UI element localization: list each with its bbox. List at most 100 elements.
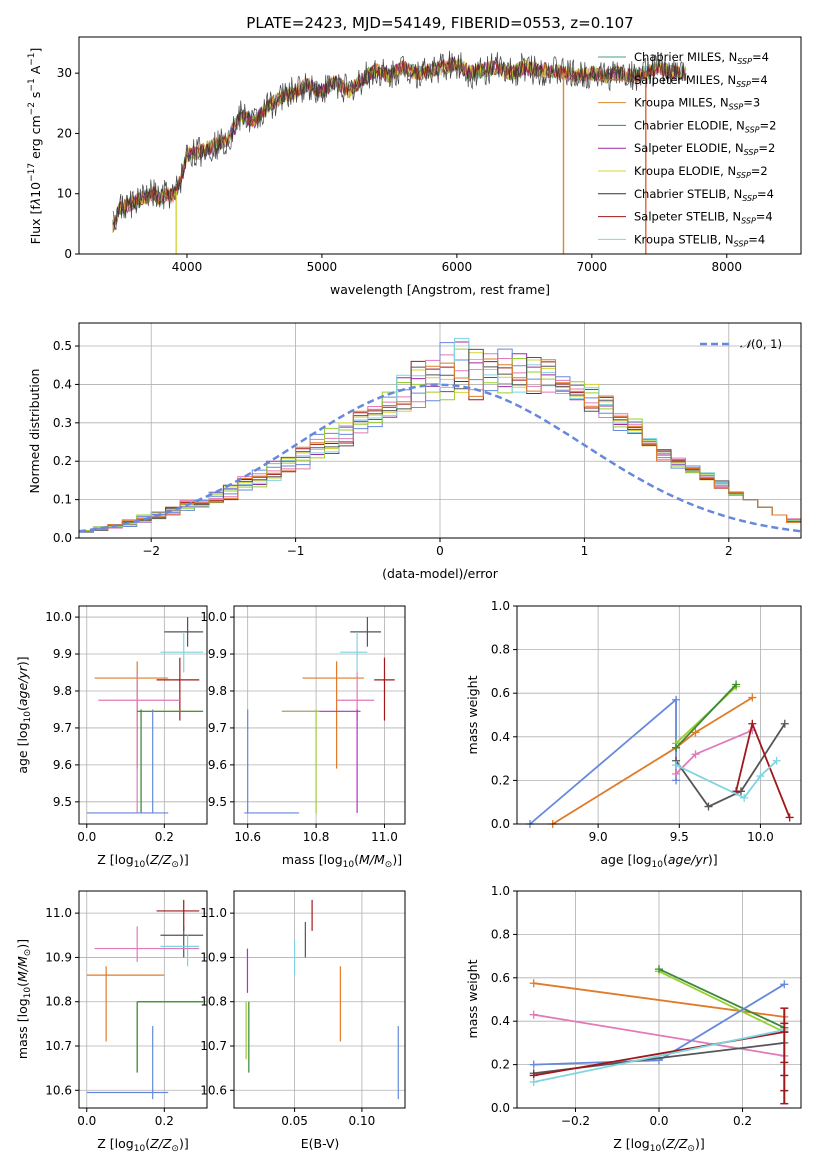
histogram-step-series [79,348,801,531]
residual-histogram-panel: −2 −1 0 1 2 0.0 0.1 0.2 0.3 0.4 0.5 𝒩(0, 1) (data-… [27,322,802,581]
mass-weight-series-line [675,723,786,808]
y-tick-label: 0.8 [491,643,510,657]
y-tick-label: 9.7 [53,721,72,735]
y-tick-label: 9.5 [53,795,72,809]
legend-label: Salpeter MILES, NSSP=4 [634,73,768,89]
y-tick-label: 0.0 [491,1101,510,1115]
spectrum-series-line [112,50,687,231]
y-tick-label: 0.4 [491,730,510,744]
x-tick-label: 10.8 [303,830,330,844]
age-vs-metallicity-frame [78,605,208,825]
y-tick-label: 10.9 [200,950,227,964]
y-tick-label: 0.1 [53,493,72,507]
plus-marker [732,680,741,689]
y-tick-label: 11.0 [200,906,227,920]
age-vs-mass-frame [233,605,406,825]
mass-vs-metallicity-panel: 0.0 0.2 10.6 10.7 10.8 10.9 11.0 Z [log10(Z/Z⊙… [15,890,208,1154]
y-tick-label: 9.8 [208,684,227,698]
y-tick-label: 9.9 [208,647,227,661]
mass-vs-metallicity-plot: 0.0 0.2 10.6 10.7 10.8 10.9 11.0 [45,891,207,1128]
y-tick-label: 10.7 [45,1039,72,1053]
plus-marker [529,1077,538,1086]
x-tick-label: −0.2 [561,1114,590,1128]
y-tick-label: 10.0 [200,610,227,624]
x-tick-label: 10.0 [747,830,774,844]
y-tick-label: 9.8 [53,684,72,698]
plus-marker [756,772,765,781]
y-tick-label: 10.9 [45,950,72,964]
age-vs-metallicity-plot: 0.0 0.2 9.5 9.6 9.7 9.8 9.9 10.0 [45,606,207,844]
age-vs-metallicity-xlabel: Z [log10(Z/Z⊙)] [97,852,188,870]
plus-marker [691,728,700,737]
y-tick-label: 11.0 [45,906,72,920]
plus-marker [672,769,681,778]
y-tick-label: 0.6 [491,686,510,700]
y-tick-label: 1.0 [491,884,510,898]
weight-vs-metallicity-xlabel: Z [log10(Z/Z⊙)] [613,1136,704,1154]
legend-label: Salpeter STELIB, NSSP=4 [634,210,773,226]
weight-vs-age-frame [516,605,802,825]
mass-weight-series-line [675,760,778,799]
plus-marker [672,761,681,770]
histogram-step-series [79,337,801,533]
y-tick-label: 0.0 [53,531,72,545]
x-tick-label: 9.0 [589,830,608,844]
y-tick-label: 9.9 [53,647,72,661]
y-tick-label: 0.2 [491,1058,510,1072]
age-vs-mass-plot: 10.6 10.8 11.0 9.5 9.6 9.7 9.8 9.9 10.0 [200,606,405,844]
x-tick-label: 0.10 [349,1114,376,1128]
histogram-plot: −2 −1 0 1 2 0.0 0.1 0.2 0.3 0.4 0.5 [53,323,802,558]
y-tick-label: 0 [64,247,72,261]
y-tick-label: 0.2 [491,773,510,787]
y-tick-label: 20 [57,126,72,140]
legend-label: Kroupa ELODIE, NSSP=2 [634,164,768,180]
histogram-xlabel: (data-model)/error [382,566,499,581]
x-tick-label: −1 [287,544,305,558]
legend-label: Kroupa STELIB, NSSP=4 [634,232,765,248]
plus-marker [529,1060,538,1069]
mass-weight-series-line [675,683,737,749]
legend-label: Salpeter ELODIE, NSSP=2 [634,141,775,157]
x-tick-label: 0.2 [155,830,174,844]
histogram-legend: 𝒩(0, 1) [700,337,782,351]
x-tick-label: 8000 [712,260,743,274]
histogram-step-series [79,348,801,533]
x-tick-label: 10.6 [234,830,261,844]
x-tick-label: 0.0 [77,1114,96,1128]
y-tick-label: 9.7 [208,721,227,735]
weight-vs-metallicity-ylabel: mass weight [465,959,480,1038]
plus-marker [691,750,700,759]
plus-marker [529,1010,538,1019]
weight-vs-metallicity-panel: −0.2 0.0 0.2 0.0 0.2 0.4 0.6 0.8 1.0 Z [log10(Z/… [465,884,802,1154]
age-vs-metallicity-ylabel: age [log10(age/yr)] [15,656,33,773]
plus-marker [529,979,538,988]
weight-vs-metallicity-plot: −0.2 0.0 0.2 0.0 0.2 0.4 0.6 0.8 1.0 [491,884,801,1128]
y-tick-label: 10.8 [45,995,72,1009]
mass-weight-series-line [658,968,785,1029]
x-tick-label: 4000 [172,260,203,274]
x-tick-label: 5000 [307,260,338,274]
x-tick-label: −2 [142,544,160,558]
y-tick-label: 0.3 [53,416,72,430]
x-tick-label: 0.05 [281,1114,308,1128]
y-tick-label: 10.8 [200,995,227,1009]
legend-label: Chabrier MILES, NSSP=4 [634,50,769,66]
plus-marker [704,802,713,811]
plus-marker [672,743,681,752]
y-tick-label: 9.6 [53,758,72,772]
age-vs-mass-panel: 10.6 10.8 11.0 9.5 9.6 9.7 9.8 9.9 10.0 mass [lo… [200,605,406,870]
y-tick-label: 0.6 [491,971,510,985]
histogram-step-series [79,358,801,532]
mass-weight-series-line [533,1029,785,1083]
x-tick-label: 0.2 [733,1114,752,1128]
mass-weight-series-line [658,970,785,1033]
histogram-frame [78,322,802,539]
legend-label: Chabrier ELODIE, NSSP=2 [634,118,776,134]
x-tick-label: 9.5 [670,830,689,844]
gaussian-legend-label: 𝒩(0, 1) [740,337,782,351]
spectrum-xlabel: wavelength [Angstrom, rest frame] [330,282,550,297]
weight-vs-age-ylabel: mass weight [465,675,480,754]
spectrum-ylabel: Flux [fλ10−17 erg cm−2 s−1 A−1] [27,48,43,245]
plus-marker [748,719,757,728]
